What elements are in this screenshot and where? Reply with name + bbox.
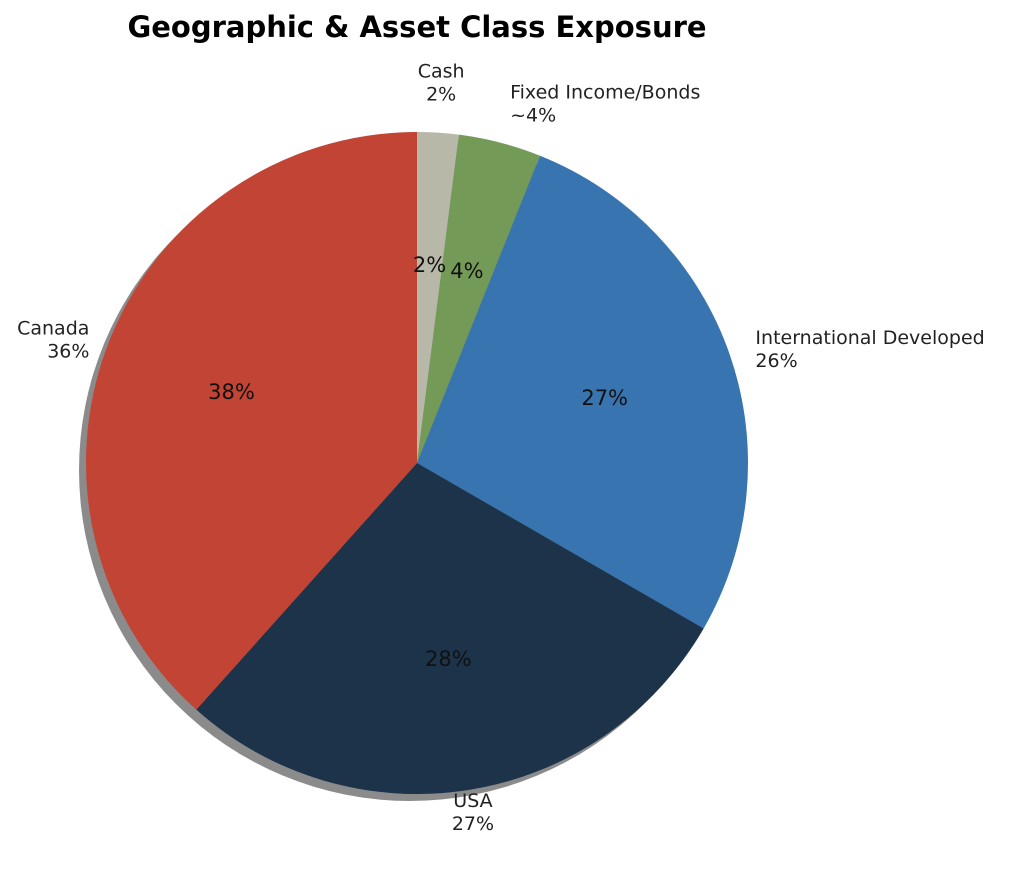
- pie-outer-label-cash: Cash 2%: [418, 61, 465, 106]
- pie-percent-label-fixed-income-bonds: 4%: [450, 259, 483, 283]
- pie-outer-labels: Cash 2% Fixed Income/Bonds ~4%International…: [17, 61, 985, 836]
- pie-slice-usa: [196, 463, 704, 794]
- outer-label-value: 26%: [755, 350, 797, 372]
- pie-percent-label-cash: 2%: [413, 253, 446, 277]
- outer-label-value: 27%: [452, 813, 494, 835]
- outer-label-value: ~4%: [510, 105, 556, 127]
- pie-outer-label-canada: Canada 36%: [17, 318, 89, 363]
- outer-label-value: 36%: [47, 341, 89, 363]
- pie-slice-international-developed: [417, 155, 748, 629]
- outer-label-name: Canada: [17, 318, 89, 340]
- chart-title: Geographic & Asset Class Exposure: [127, 10, 706, 44]
- outer-label-name: International Developed: [755, 327, 984, 349]
- pie-outer-label-fixed-income-bonds: Fixed Income/Bonds ~4%: [510, 82, 700, 127]
- outer-label-name: Cash: [418, 61, 465, 83]
- pie-percent-label-canada: 38%: [208, 380, 255, 404]
- pie-percent-label-international-developed: 27%: [581, 386, 628, 410]
- pie-slice-fixed-income-bonds: [417, 134, 541, 463]
- pie-percent-label-usa: 28%: [425, 647, 472, 671]
- pie-slice-cash: [417, 132, 459, 463]
- pie-outer-label-usa: USA 27%: [452, 790, 494, 835]
- outer-label-name: USA: [453, 790, 492, 812]
- pie-slice-canada: [85, 132, 418, 710]
- pie-percent-labels: 2% 4% 27% 28% 38%: [208, 253, 628, 671]
- pie-slices: [85, 132, 748, 794]
- outer-label-value: 2%: [426, 84, 456, 106]
- pie-outer-label-international-developed: International Developed 26%: [755, 327, 984, 372]
- outer-label-name: Fixed Income/Bonds: [510, 82, 700, 104]
